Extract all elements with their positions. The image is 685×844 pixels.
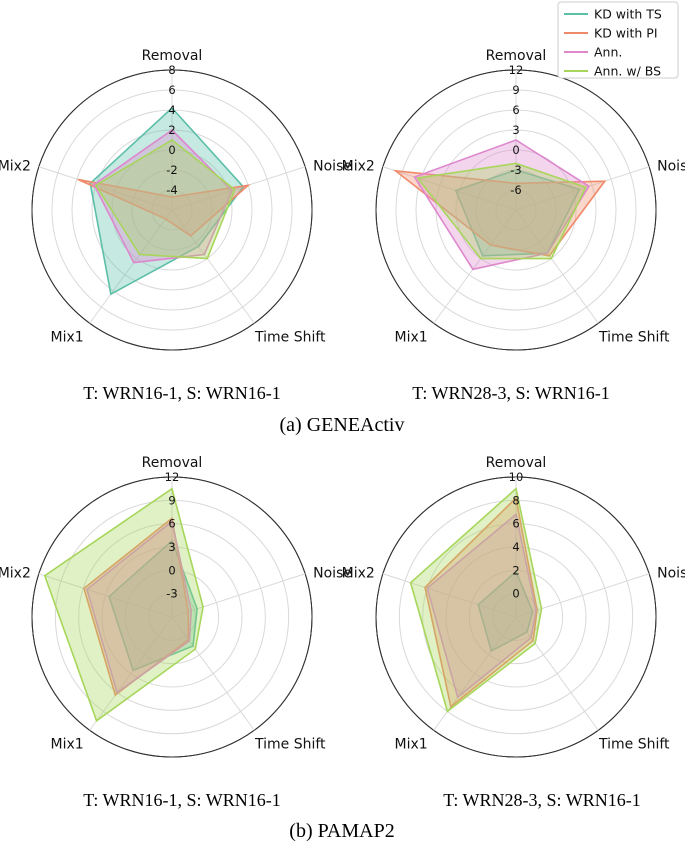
spoke xyxy=(515,616,599,731)
tick-label: 8 xyxy=(168,63,175,77)
spoke xyxy=(515,166,650,211)
axis-label-removal: Removal xyxy=(486,48,547,64)
series-ann- xyxy=(426,512,537,699)
axis-label-noise: Noise xyxy=(657,566,685,582)
tick-label: 6 xyxy=(512,517,519,531)
series-ann-w-bs xyxy=(416,162,587,260)
tick-label: 2 xyxy=(512,563,519,577)
radar-chart-3: 12 9 6 3 0 -3 Removal Noise Time Shift Mix1 Mix2 xyxy=(0,455,352,758)
tick-label: 3 xyxy=(168,540,175,554)
series-ann-w-bs xyxy=(43,487,204,723)
tick-label: 0 xyxy=(168,143,175,157)
series-kd-with-ts xyxy=(454,169,581,257)
series-kd-with-ts xyxy=(89,106,245,296)
axis-label-mix2: Mix2 xyxy=(0,566,31,582)
chart-caption-4: T: WRN28-3, S: WRN16-1 xyxy=(443,790,640,810)
tick-label: -4 xyxy=(166,183,177,197)
tick-label: 0 xyxy=(512,143,519,157)
spoke xyxy=(171,209,255,324)
spoke xyxy=(89,616,173,731)
legend-entry: Ann. xyxy=(594,45,622,60)
tick-label: -3 xyxy=(166,587,177,601)
axis-label-noise: Noise xyxy=(313,159,352,175)
axis-label-time-shift: Time Shift xyxy=(598,329,670,345)
axis-label-time-shift: Time Shift xyxy=(598,736,670,752)
spoke xyxy=(171,616,255,731)
tick-label: 6 xyxy=(168,517,175,531)
axis-label-mix2: Mix2 xyxy=(342,566,375,582)
axis-label-noise: Noise xyxy=(657,159,685,175)
legend-box xyxy=(557,1,679,79)
tick-label: 12 xyxy=(165,470,180,484)
tick-label: -2 xyxy=(166,163,177,177)
series-ann-w-bs xyxy=(94,139,236,260)
series-ann- xyxy=(86,519,193,694)
chart-caption-1: T: WRN16-1, S: WRN16-1 xyxy=(83,383,280,403)
spoke xyxy=(382,166,517,211)
tick-label: 8 xyxy=(512,493,519,507)
tick-label: 12 xyxy=(509,63,524,77)
axis-label-removal: Removal xyxy=(142,48,203,64)
tick-label: 9 xyxy=(168,493,175,507)
axis-label-mix2: Mix2 xyxy=(0,159,31,175)
axis-label-noise: Noise xyxy=(313,566,352,582)
series-kd-with-pi xyxy=(424,496,538,709)
section-label-geneactiv: (a) GENEActiv xyxy=(280,414,405,436)
axis-label-mix1: Mix1 xyxy=(51,736,84,752)
axis-label-mix1: Mix1 xyxy=(51,329,84,345)
tick-label: -3 xyxy=(510,163,521,177)
spoke xyxy=(171,166,306,211)
chart-caption-3: T: WRN16-1, S: WRN16-1 xyxy=(83,790,280,810)
tick-label: 6 xyxy=(168,83,175,97)
tick-label: 3 xyxy=(512,123,519,137)
chart-caption-2: T: WRN28-3, S: WRN16-1 xyxy=(412,383,609,403)
radar-chart-2: 12 9 6 3 0 -3 -6 Removal Noise Time Shift Mix1 Mix2 xyxy=(342,48,685,351)
tick-label: 4 xyxy=(168,103,175,117)
axis-label-removal: Removal xyxy=(486,455,547,471)
tick-label: 4 xyxy=(512,540,519,554)
axis-label-time-shift: Time Shift xyxy=(254,736,326,752)
radar-chart-4: 10 8 6 4 2 0 Removal Noise Time Shift Mix1 Mix2 xyxy=(342,455,685,758)
legend: KD with TS KD with PI Ann. Ann. w/ BS xyxy=(557,1,679,79)
tick-label: 0 xyxy=(168,563,175,577)
series-kd-with-pi xyxy=(392,169,607,257)
tick-label: 10 xyxy=(509,470,524,484)
legend-entry: KD with TS xyxy=(594,7,662,22)
legend-entry: KD with PI xyxy=(594,26,658,41)
spoke xyxy=(89,209,173,324)
axis-label-time-shift: Time Shift xyxy=(254,329,326,345)
spoke xyxy=(171,573,306,618)
spoke xyxy=(38,573,173,618)
tick-label: -6 xyxy=(510,183,521,197)
series-ann-w-bs xyxy=(409,487,543,713)
series-kd-with-pi xyxy=(77,178,251,237)
axis-label-mix1: Mix1 xyxy=(395,329,428,345)
spoke xyxy=(433,209,517,324)
axis-label-mix1: Mix1 xyxy=(395,736,428,752)
spoke xyxy=(38,166,173,211)
spoke xyxy=(515,209,599,324)
axis-label-mix2: Mix2 xyxy=(342,159,375,175)
tick-label: 2 xyxy=(168,123,175,137)
section-label-pamap2: (b) PAMAP2 xyxy=(289,820,394,842)
spoke xyxy=(382,573,517,618)
legend-entry: Ann. w/ BS xyxy=(594,64,661,79)
spoke xyxy=(515,573,650,618)
tick-label: 6 xyxy=(512,103,519,117)
tick-label: 0 xyxy=(512,587,519,601)
radar-chart-1: 8 6 4 2 0 -2 -4 Removal Noise Time Shift Mix1 Mix2 xyxy=(0,48,352,351)
axis-label-removal: Removal xyxy=(142,455,203,471)
tick-label: 9 xyxy=(512,83,519,97)
series-kd-with-ts xyxy=(477,570,534,653)
